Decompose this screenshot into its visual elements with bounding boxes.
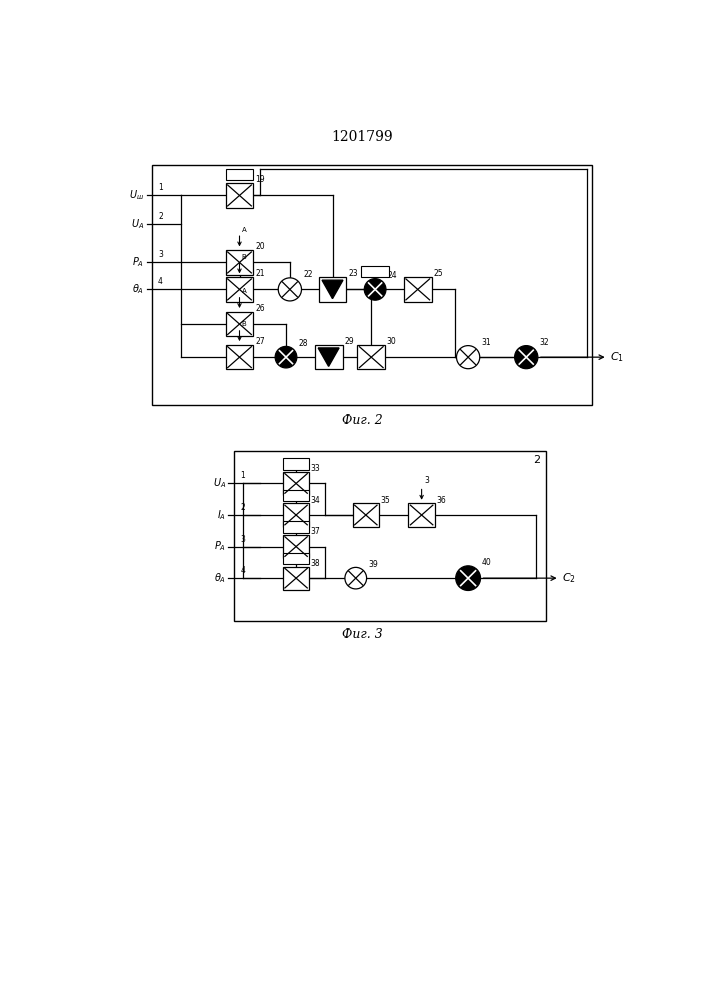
Circle shape (279, 278, 301, 301)
Bar (353, 503, 379, 527)
Bar (283, 567, 309, 590)
Bar (283, 553, 309, 564)
Text: $C_1$: $C_1$ (610, 350, 624, 364)
Bar (226, 169, 253, 180)
Text: A: A (242, 227, 247, 233)
Bar (283, 521, 309, 533)
Text: 32: 32 (539, 338, 549, 347)
Text: B: B (242, 254, 247, 260)
Text: 22: 22 (303, 270, 312, 279)
Circle shape (364, 279, 386, 300)
Circle shape (345, 567, 367, 589)
Text: 3: 3 (240, 534, 245, 544)
Bar (319, 277, 346, 302)
Text: 3: 3 (158, 250, 163, 259)
Text: 4: 4 (158, 277, 163, 286)
Bar (152, 165, 592, 405)
Text: 28: 28 (298, 339, 308, 348)
Text: 30: 30 (387, 337, 397, 346)
Text: 21: 21 (255, 269, 264, 278)
Text: $\theta_A$: $\theta_A$ (214, 571, 226, 585)
Text: 2: 2 (158, 212, 163, 221)
Text: 31: 31 (481, 338, 491, 347)
Text: 3: 3 (424, 476, 429, 485)
Text: B: B (242, 321, 247, 327)
Bar (226, 345, 253, 369)
Text: 29: 29 (344, 337, 354, 346)
Text: 39: 39 (368, 560, 378, 569)
Bar (404, 277, 432, 302)
Text: 2: 2 (240, 503, 245, 512)
Text: $U_\mathit{ш}$: $U_\mathit{ш}$ (129, 189, 144, 202)
Text: 40: 40 (482, 558, 492, 567)
Bar (226, 250, 253, 275)
Text: 36: 36 (436, 496, 446, 505)
Text: 27: 27 (255, 337, 264, 346)
Text: 25: 25 (433, 269, 443, 278)
Text: 26: 26 (255, 304, 264, 313)
Text: 35: 35 (380, 496, 390, 505)
Text: A: A (242, 288, 247, 294)
Bar (283, 535, 309, 558)
Text: Фиг. 3: Фиг. 3 (341, 628, 382, 641)
Polygon shape (318, 348, 339, 366)
Circle shape (275, 346, 297, 368)
Text: 4: 4 (240, 566, 245, 575)
Bar (283, 458, 309, 470)
Bar (234, 451, 546, 620)
Text: $\theta_A$: $\theta_A$ (132, 282, 144, 296)
Text: 38: 38 (311, 559, 320, 568)
Text: 2: 2 (533, 455, 540, 465)
Text: 1: 1 (158, 183, 163, 192)
Bar (283, 503, 309, 527)
Text: 1: 1 (240, 471, 245, 480)
Text: 20: 20 (255, 242, 264, 251)
Bar (315, 345, 343, 369)
Bar (361, 266, 389, 277)
Bar (409, 503, 435, 527)
Circle shape (515, 346, 538, 369)
Bar (283, 490, 309, 501)
Bar (226, 312, 253, 336)
Text: $I_A$: $I_A$ (217, 508, 226, 522)
Text: $P_A$: $P_A$ (214, 540, 226, 553)
Text: 37: 37 (311, 527, 320, 536)
Bar (226, 183, 253, 208)
Bar (226, 277, 253, 302)
Text: $C_2$: $C_2$ (562, 571, 575, 585)
Bar (357, 345, 385, 369)
Circle shape (457, 346, 480, 369)
Polygon shape (322, 280, 343, 299)
Text: Фиг. 2: Фиг. 2 (341, 414, 382, 427)
Text: $U_A$: $U_A$ (213, 477, 226, 490)
Bar (283, 472, 309, 495)
Circle shape (456, 566, 481, 590)
Text: 33: 33 (311, 464, 320, 473)
Text: 1201799: 1201799 (331, 130, 393, 144)
Text: $U_A$: $U_A$ (131, 217, 144, 231)
Text: 24: 24 (387, 271, 397, 280)
Text: 19: 19 (255, 175, 264, 184)
Text: $P_A$: $P_A$ (132, 256, 144, 269)
Text: 34: 34 (311, 496, 320, 505)
Text: 23: 23 (348, 269, 358, 278)
